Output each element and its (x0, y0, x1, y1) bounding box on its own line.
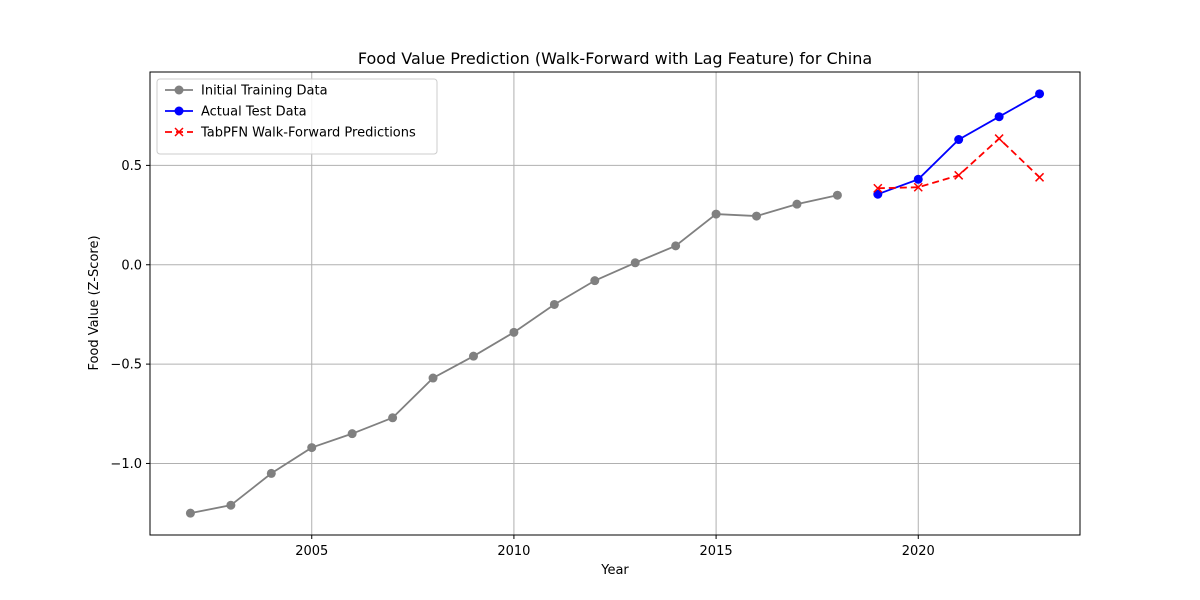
data-point (1035, 89, 1045, 99)
x-marker-stroke (174, 127, 184, 137)
data-point (388, 413, 398, 423)
data-point (913, 182, 923, 192)
x-tick-label: 2010 (497, 544, 530, 559)
data-point (792, 199, 802, 209)
data-point (994, 134, 1004, 144)
data-point (307, 443, 317, 453)
x-axis-ticks: 2005 2010 2015 2020 (295, 535, 935, 559)
data-point (832, 190, 842, 200)
data-point (913, 174, 923, 184)
legend: Initial Training Data Actual Test Data Tab… (156, 78, 438, 155)
legend-entry: Initial Training Data (165, 84, 328, 99)
x-axis-label: Year (600, 563, 629, 578)
series-3 (873, 134, 1045, 193)
series-1 (185, 190, 842, 518)
data-point (347, 429, 357, 439)
data-point (428, 373, 438, 383)
x-marker-stroke (954, 170, 964, 180)
y-tick-label: −1.0 (110, 457, 142, 472)
data-point (752, 211, 762, 221)
x-marker-stroke (913, 182, 923, 192)
legend-label: Actual Test Data (201, 105, 307, 120)
data-point (468, 351, 478, 361)
legend-entry: Actual Test Data (165, 105, 307, 120)
y-axis-label: Food Value (Z-Score) (87, 235, 102, 370)
data-point (711, 209, 721, 219)
data-point (954, 170, 964, 180)
data-point (671, 241, 681, 251)
data-point (954, 135, 964, 145)
y-tick-label: −0.5 (110, 358, 142, 373)
data-point (266, 468, 276, 478)
x-tick-label: 2005 (295, 544, 328, 559)
plot-frame (149, 71, 1081, 536)
x-marker-stroke (1035, 172, 1045, 182)
legend-marker (174, 85, 184, 95)
data-point (185, 508, 195, 518)
y-tick-label: 0.5 (121, 159, 142, 174)
legend-label: Initial Training Data (201, 84, 328, 99)
plot-series (185, 89, 1045, 518)
data-point (1035, 172, 1045, 182)
legend-marker (174, 127, 184, 137)
data-point (630, 258, 640, 268)
x-tick-label: 2020 (902, 544, 935, 559)
legend-label: TabPFN Walk-Forward Predictions (200, 126, 416, 141)
y-axis-ticks: −1.0 −0.5 0.0 0.5 (110, 159, 150, 472)
chart-title: Food Value Prediction (Walk-Forward with… (358, 49, 872, 68)
data-point (590, 276, 600, 286)
legend-box (156, 78, 438, 155)
x-marker-stroke (873, 183, 883, 193)
x-marker-stroke (994, 134, 1004, 144)
series-line (877, 137, 1041, 190)
x-tick-label: 2015 (700, 544, 733, 559)
data-point (873, 183, 883, 193)
gridlines (150, 72, 1080, 535)
data-point (226, 500, 236, 510)
y-tick-label: 0.0 (121, 258, 142, 273)
data-point (549, 299, 559, 309)
legend-marker (174, 106, 184, 116)
series-2 (873, 89, 1045, 199)
legend-entry: TabPFN Walk-Forward Predictions (165, 126, 416, 141)
data-point (509, 327, 519, 337)
data-point (873, 189, 883, 199)
data-point (994, 112, 1004, 122)
